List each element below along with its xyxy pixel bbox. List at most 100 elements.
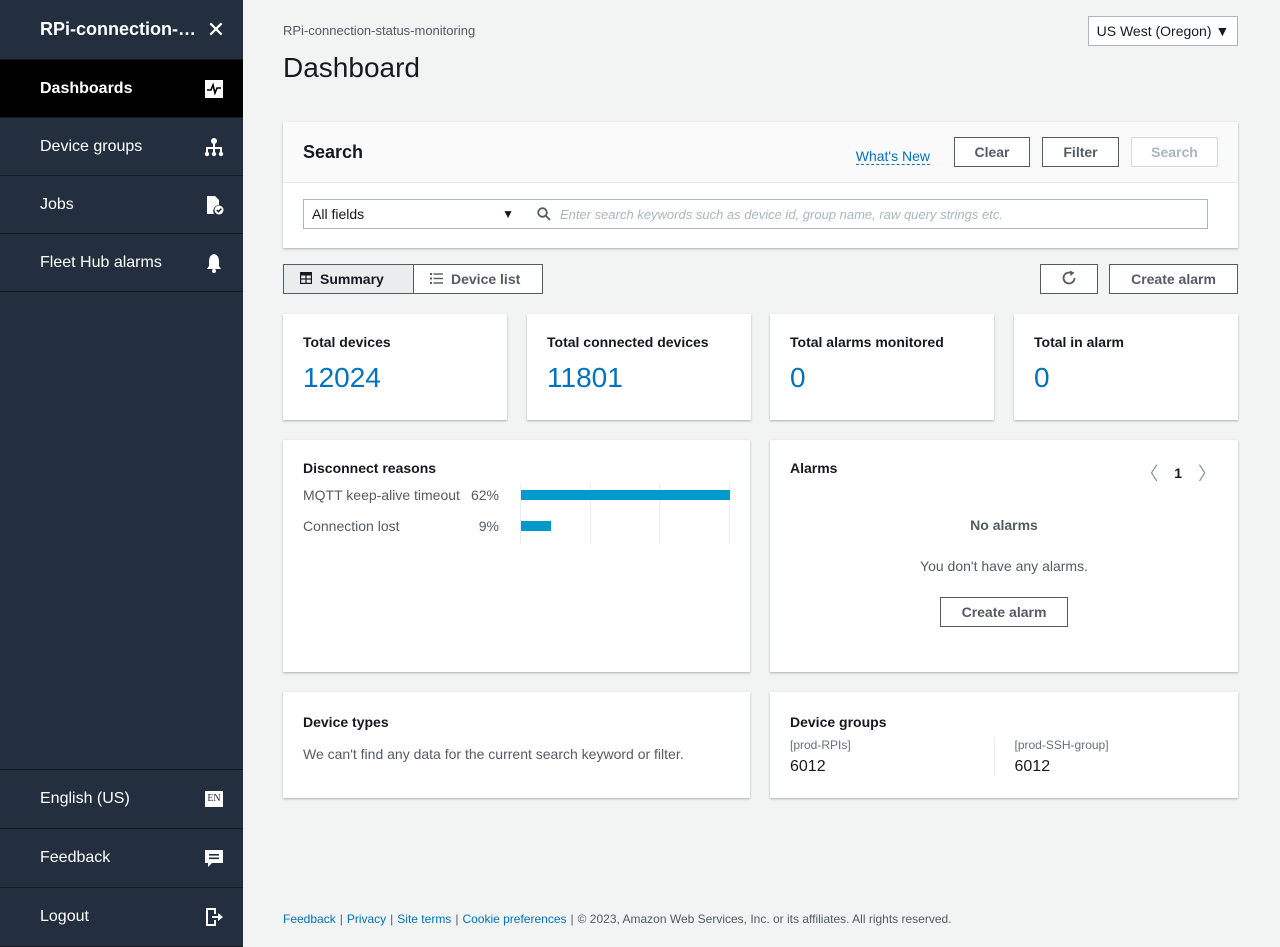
chevron-left-icon[interactable]: 〈 [1140, 464, 1159, 484]
sidebar-item-label: Fleet Hub alarms [40, 253, 162, 271]
device-group: [prod-RPIs] 6012 [790, 738, 994, 776]
sidebar-item-label: Logout [40, 908, 89, 925]
footer-link-cookie-preferences[interactable]: Cookie preferences [462, 912, 567, 926]
gridline [729, 484, 730, 544]
device-group: [prod-SSH-group] 6012 [993, 738, 1219, 776]
summary-tab[interactable]: Summary [283, 264, 414, 294]
create-alarm-button[interactable]: Create alarm [1109, 264, 1238, 294]
reason-pct: 9% [478, 518, 499, 534]
gridline [659, 484, 660, 544]
caret-down-icon: ▼ [1215, 23, 1230, 39]
search-panel: Search What's New Clear Filter Search Al… [283, 122, 1238, 248]
empty-state-title: No alarms [970, 517, 1038, 533]
page-number[interactable]: 1 [1174, 465, 1182, 481]
list-icon [430, 271, 443, 287]
logout-icon [203, 906, 225, 928]
device-group-count: 6012 [790, 758, 826, 775]
whats-new-link[interactable]: What's New [855, 147, 930, 165]
stat-label: Total alarms monitored [790, 334, 944, 350]
stat-value: 11801 [547, 362, 623, 393]
empty-state-description: You don't have any alarms. [920, 558, 1088, 574]
search-icon [534, 207, 554, 221]
bar-connection-lost [521, 521, 551, 531]
stat-total-connected-devices: Total connected devices 11801 [527, 314, 751, 420]
sidebar-item-label: Feedback [40, 849, 111, 866]
device-groups-list: [prod-RPIs] 6012 [prod-SSH-group] 6012 [790, 738, 1218, 776]
reason-pct: 62% [470, 487, 499, 503]
stat-value: 0 [790, 362, 806, 393]
pagination: 〈 1 〉 [1140, 460, 1216, 486]
gridline [590, 484, 591, 544]
disconnect-reasons-title: Disconnect reasons [303, 460, 437, 476]
device-list-tab[interactable]: Device list [414, 264, 543, 294]
device-groups-panel: Device groups [prod-RPIs] 6012 [prod-SSH… [770, 692, 1238, 798]
page-title: Dashboard [283, 52, 420, 83]
sidebar-item-language[interactable]: English (US) EN [0, 770, 243, 829]
sidebar-item-dashboards[interactable]: Dashboards [0, 60, 243, 118]
main-content: RPi-connection-status-monitoring Dashboa… [243, 0, 1280, 947]
stat-value: 12024 [303, 362, 381, 393]
device-types-message: We can't find any data for the current s… [303, 746, 684, 762]
sidebar-item-device-groups[interactable]: Device groups [0, 118, 243, 176]
stat-label: Total devices [303, 334, 391, 350]
bell-icon [203, 252, 225, 274]
stat-label: Total in alarm [1034, 334, 1124, 350]
app-title: RPi-connection-s... [40, 19, 200, 39]
search-title: Search [303, 141, 364, 162]
reason-label: Connection lost [303, 518, 400, 534]
device-groups-title: Device groups [790, 714, 887, 730]
feedback-icon [203, 847, 225, 869]
search-bar: All fields ▼ [303, 199, 1208, 229]
footer-link-site-terms[interactable]: Site terms [397, 912, 452, 926]
view-toggle: Summary Device list [283, 264, 543, 294]
sidebar-item-label: Dashboards [40, 79, 133, 97]
create-alarm-button-empty[interactable]: Create alarm [940, 597, 1068, 627]
gridline [520, 484, 521, 544]
bar-mqtt-keep-alive-timeout [521, 490, 730, 500]
stat-total-alarms-monitored: Total alarms monitored 0 [770, 314, 994, 420]
device-types-panel: Device types We can't find any data for … [283, 692, 750, 798]
field-select-value: All fields [312, 206, 365, 222]
stat-label: Total connected devices [547, 334, 709, 350]
sidebar-item-logout[interactable]: Logout [0, 888, 243, 947]
region-label: US West (Oregon) [1096, 23, 1212, 39]
device-group-name: [prod-SSH-group] [1014, 738, 1109, 752]
refresh-icon [1061, 270, 1077, 289]
close-icon[interactable]: ✕ [206, 16, 226, 42]
bar-track [520, 484, 730, 544]
footer-link-feedback[interactable]: Feedback [283, 912, 336, 926]
disconnect-reasons-chart: MQTT keep-alive timeout 62% Connection l… [303, 484, 733, 544]
disconnect-reasons-panel: Disconnect reasons MQTT keep-alive timeo… [283, 440, 750, 672]
filter-button[interactable]: Filter [1042, 137, 1119, 167]
alarms-title: Alarms [790, 460, 838, 476]
caret-down-icon: ▼ [502, 207, 514, 221]
region-selector[interactable]: US West (Oregon) ▼ [1088, 16, 1238, 46]
chevron-right-icon[interactable]: 〉 [1198, 464, 1216, 484]
sidebar-item-feedback[interactable]: Feedback [0, 829, 243, 888]
field-select[interactable]: All fields ▼ [304, 200, 524, 228]
search-button[interactable]: Search [1131, 137, 1218, 167]
sidebar: RPi-connection-s... ✕ Dashboards Device … [0, 0, 243, 947]
search-header: Search What's New Clear Filter Search [283, 122, 1238, 183]
sidebar-item-label: English (US) [40, 790, 130, 807]
footer-link-privacy[interactable]: Privacy [346, 912, 387, 926]
copyright: © 2023, Amazon Web Services, Inc. or its… [577, 912, 952, 926]
file-check-icon [203, 194, 225, 216]
alarms-panel: Alarms 〈 1 〉 No alarms You don't have an… [770, 440, 1238, 672]
stat-total-in-alarm: Total in alarm 0 [1014, 314, 1238, 420]
sidebar-bottom: English (US) EN Feedback Logout [0, 769, 243, 947]
stat-total-devices: Total devices 12024 [283, 314, 507, 420]
clear-button[interactable]: Clear [954, 137, 1030, 167]
stat-value: 0 [1034, 362, 1050, 393]
search-input[interactable] [554, 200, 1207, 228]
breadcrumb[interactable]: RPi-connection-status-monitoring [283, 23, 476, 38]
grid-icon [299, 271, 313, 287]
refresh-button[interactable] [1040, 264, 1098, 294]
dashboard-icon [203, 78, 225, 100]
device-list-tab-label: Device list [451, 271, 521, 287]
sidebar-item-jobs[interactable]: Jobs [0, 176, 243, 234]
device-types-title: Device types [303, 714, 389, 730]
footer: Feedback | Privacy | Site terms | Cookie prefe… [283, 912, 952, 926]
reason-row: MQTT keep-alive timeout 62% [303, 485, 733, 505]
sidebar-item-fleet-hub-alarms[interactable]: Fleet Hub alarms [0, 234, 243, 292]
